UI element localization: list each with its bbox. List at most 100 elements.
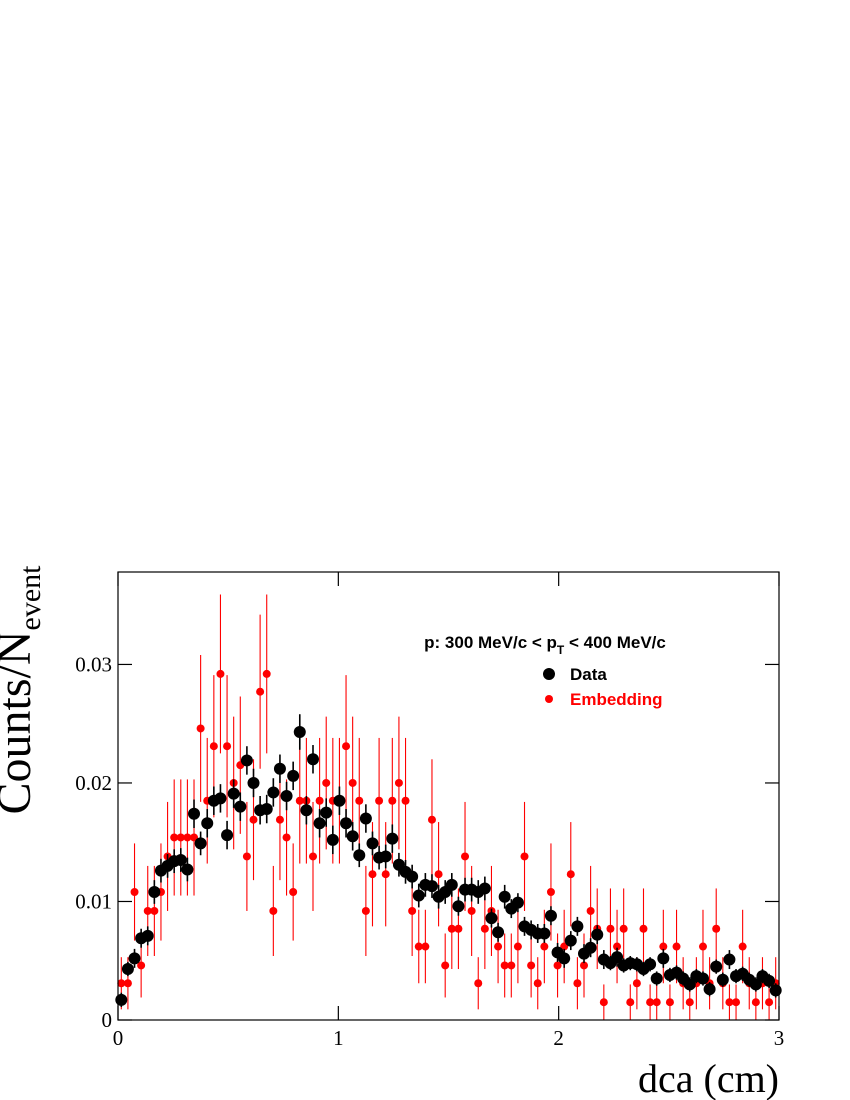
data-point xyxy=(388,796,397,805)
data-point xyxy=(672,942,681,951)
data-point xyxy=(540,942,549,951)
data-point xyxy=(467,906,476,915)
data-point xyxy=(181,863,194,876)
data-point xyxy=(685,998,694,1007)
data-point xyxy=(683,978,696,991)
data-point xyxy=(346,830,359,843)
data-point xyxy=(333,794,346,807)
data-point xyxy=(520,852,529,861)
y-tick-label: 0.02 xyxy=(75,771,112,795)
data-point xyxy=(183,833,192,842)
data-point xyxy=(480,924,489,933)
data-point xyxy=(143,906,152,915)
data-point xyxy=(227,787,240,800)
data-point xyxy=(723,953,736,966)
data-point xyxy=(359,812,372,825)
data-point xyxy=(401,796,410,805)
data-point xyxy=(249,815,258,824)
data-point xyxy=(174,854,187,866)
data-point xyxy=(326,833,339,846)
data-point xyxy=(320,806,333,819)
y-tick-label: 0.01 xyxy=(75,889,112,913)
data-point xyxy=(201,817,214,830)
data-point xyxy=(500,961,509,970)
data-point xyxy=(544,909,557,922)
data-point xyxy=(340,817,353,830)
data-point xyxy=(494,942,503,951)
data-point xyxy=(441,961,450,970)
data-point xyxy=(267,786,280,799)
data-point xyxy=(492,926,505,939)
data-point xyxy=(498,890,511,903)
x-tick-label: 3 xyxy=(774,1026,785,1050)
data-point xyxy=(293,726,306,738)
data-point xyxy=(273,762,286,775)
data-point xyxy=(128,952,141,965)
data-point xyxy=(190,833,199,842)
data-point xyxy=(751,998,760,1007)
data-point xyxy=(295,796,304,805)
x-tick-label: 1 xyxy=(333,1026,344,1050)
legend: Embedding Data xyxy=(543,665,663,709)
data-point xyxy=(170,833,179,842)
data-point xyxy=(712,924,721,933)
data-point xyxy=(558,952,571,965)
data-point xyxy=(769,984,782,997)
data-point xyxy=(275,815,284,824)
data-point xyxy=(738,942,747,951)
data-point xyxy=(425,880,438,893)
data-point xyxy=(216,669,225,678)
data-point xyxy=(513,942,522,951)
data-point xyxy=(368,870,377,879)
data-point xyxy=(421,942,430,951)
data-point xyxy=(527,961,536,970)
data-point xyxy=(452,900,465,913)
legend-marker xyxy=(545,695,553,703)
data-point xyxy=(584,941,597,954)
data-point xyxy=(725,998,734,1007)
data-point xyxy=(223,742,232,751)
data-point xyxy=(710,960,723,973)
data-point xyxy=(188,807,201,820)
data-point xyxy=(485,912,498,925)
data-point xyxy=(474,979,483,988)
data-point xyxy=(646,998,655,1007)
data-point xyxy=(698,942,707,951)
data-point xyxy=(560,942,569,951)
data-point xyxy=(696,972,709,985)
data-point xyxy=(619,924,628,933)
data-point xyxy=(242,852,251,861)
data-point xyxy=(657,952,670,965)
data-point xyxy=(240,754,253,767)
data-point xyxy=(194,837,207,850)
data-point xyxy=(763,974,776,987)
data-point xyxy=(386,832,399,845)
data-point xyxy=(573,979,582,988)
data-point xyxy=(412,889,425,902)
data-point xyxy=(765,998,774,1007)
data-point xyxy=(381,870,390,879)
data-point xyxy=(313,817,326,830)
data-point xyxy=(115,993,128,1006)
data-point xyxy=(703,983,716,996)
data-point xyxy=(445,878,458,891)
data-point xyxy=(571,920,584,933)
data-point xyxy=(564,934,577,947)
data-point xyxy=(632,979,641,988)
data-point xyxy=(732,998,741,1007)
data-point xyxy=(234,800,247,813)
x-tick-label: 2 xyxy=(553,1026,564,1050)
data-point xyxy=(644,958,657,971)
data-point xyxy=(221,829,234,842)
data-point xyxy=(355,796,364,805)
data-point xyxy=(150,906,159,915)
data-point xyxy=(287,769,300,782)
legend-marker xyxy=(543,668,555,680)
data-point xyxy=(652,998,661,1007)
data-point xyxy=(282,833,291,842)
data-point xyxy=(308,852,317,861)
data-point xyxy=(626,998,635,1007)
data-point xyxy=(315,796,324,805)
frame xyxy=(117,571,780,1021)
data-point xyxy=(353,849,366,862)
